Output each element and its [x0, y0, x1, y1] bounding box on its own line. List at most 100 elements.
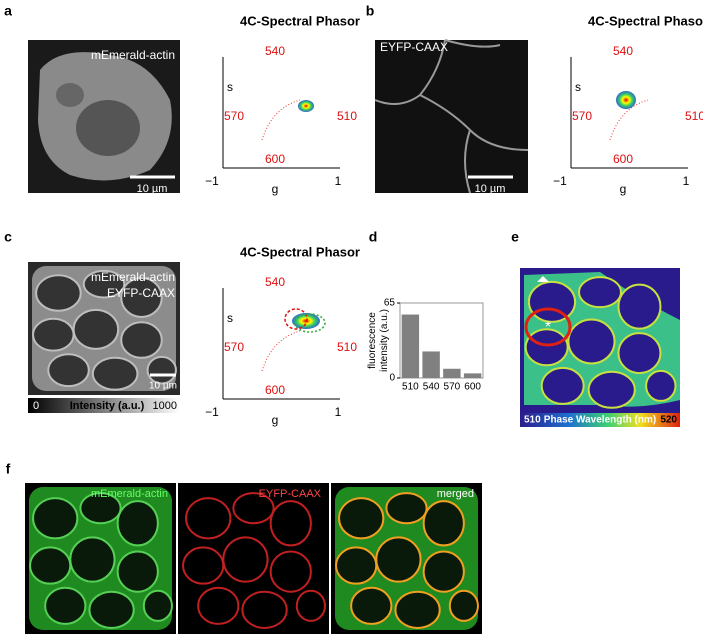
colorbar-label: 0: [33, 400, 39, 412]
cell: [422, 550, 465, 593]
x-tick-label: 510: [402, 382, 419, 393]
cell: [567, 318, 616, 365]
cell: [197, 586, 240, 625]
panel-label: e: [511, 229, 519, 245]
wavelength-label: 600: [613, 152, 633, 166]
bar: [422, 351, 440, 378]
image-label: mEmerald-actin: [91, 48, 175, 62]
cell: [338, 497, 385, 540]
cell: [44, 586, 87, 625]
cell: [617, 283, 662, 330]
cell: [47, 353, 90, 388]
scale-bar-label: 10 µm: [137, 183, 168, 195]
y-tick-label: 65: [384, 298, 396, 309]
phasor-cloud: [298, 100, 314, 112]
wavelength-label: 540: [265, 275, 285, 289]
cell: [222, 536, 269, 583]
cell: [91, 356, 139, 391]
tick-label: 1: [335, 405, 342, 419]
cell: [295, 589, 326, 622]
wavelength-label: 510: [337, 340, 357, 354]
cell: [527, 280, 577, 323]
phasor-title: 4C-Spectral Phasor: [588, 13, 703, 28]
image-label: EYFP-CAAX: [380, 40, 448, 54]
image-label: mEmerald-actin: [91, 270, 175, 284]
image-label: merged: [437, 488, 474, 500]
cell: [185, 497, 232, 540]
colorbar-label: 1000: [153, 400, 177, 412]
cell: [142, 589, 173, 622]
cell: [116, 550, 159, 593]
x-tick-label: 600: [464, 382, 481, 393]
wavelength-label: 600: [265, 383, 285, 397]
axis-label: g: [272, 413, 279, 427]
cell: [578, 276, 622, 309]
colorbar-label: Phase Wavelength (nm): [544, 415, 656, 426]
cell-outline: [524, 307, 572, 347]
cell: [116, 500, 159, 547]
tick-label: −1: [553, 174, 567, 188]
cell: [385, 492, 428, 525]
phasor-cloud: [616, 91, 636, 109]
y-axis-label-line: fluorescence: [367, 312, 378, 369]
colorbar-label: Intensity (a.u.): [70, 400, 145, 412]
cell: [88, 590, 135, 629]
axis-label: s: [575, 80, 581, 94]
tick-label: −1: [205, 405, 219, 419]
colorbar: [520, 413, 680, 427]
plot-frame: [399, 302, 484, 379]
image-label: EYFP-CAAX: [107, 286, 175, 300]
nucleus: [76, 100, 140, 156]
cell: [82, 269, 126, 299]
cell: [79, 492, 122, 525]
marker: *: [545, 319, 551, 336]
bar: [443, 368, 461, 378]
x-tick-label: 570: [444, 382, 461, 393]
cell: [269, 500, 312, 547]
wavelength-label: 600: [265, 152, 285, 166]
cell: [32, 497, 79, 540]
cell: [617, 332, 662, 375]
tick-label: 1: [683, 174, 690, 188]
gate: [294, 313, 326, 333]
wavelength-label: 570: [572, 109, 592, 123]
cell: [350, 586, 393, 625]
y-tick-label: 0: [389, 373, 395, 384]
cell: [35, 274, 82, 312]
colorbar-label: 520: [660, 415, 677, 426]
cell: [232, 492, 275, 525]
gate: [284, 308, 308, 330]
panel-label: f: [6, 461, 11, 477]
cell: [32, 317, 75, 352]
cell: [146, 355, 177, 385]
cell: [645, 369, 677, 402]
axis-label: s: [227, 80, 233, 94]
bar: [463, 373, 482, 378]
cell: [422, 500, 465, 547]
cell: [120, 276, 163, 318]
cell: [335, 546, 378, 585]
cell: [375, 536, 422, 583]
bar: [401, 314, 420, 378]
panel-label: c: [4, 229, 12, 245]
scale-bar-label: 10 µm: [475, 183, 506, 195]
cell: [29, 546, 72, 585]
tick-label: 1: [335, 174, 342, 188]
phasor-trace: [261, 330, 301, 372]
image-label: mEmerald-actin: [91, 488, 168, 500]
cell: [524, 328, 569, 367]
cell: [540, 366, 585, 405]
cell: [72, 308, 120, 350]
axis-label: g: [620, 182, 627, 196]
cell: [394, 590, 441, 629]
panel-label: a: [4, 3, 12, 19]
image-label: EYFP-CAAX: [259, 488, 322, 500]
micrograph: [375, 40, 528, 193]
phasor-title: 4C-Spectral Phasor: [240, 244, 360, 259]
wavelength-label: 510: [685, 109, 703, 123]
cell: [69, 536, 116, 583]
cell: [587, 370, 636, 409]
y-axis-label-line: intensity (a.u.): [379, 309, 390, 372]
